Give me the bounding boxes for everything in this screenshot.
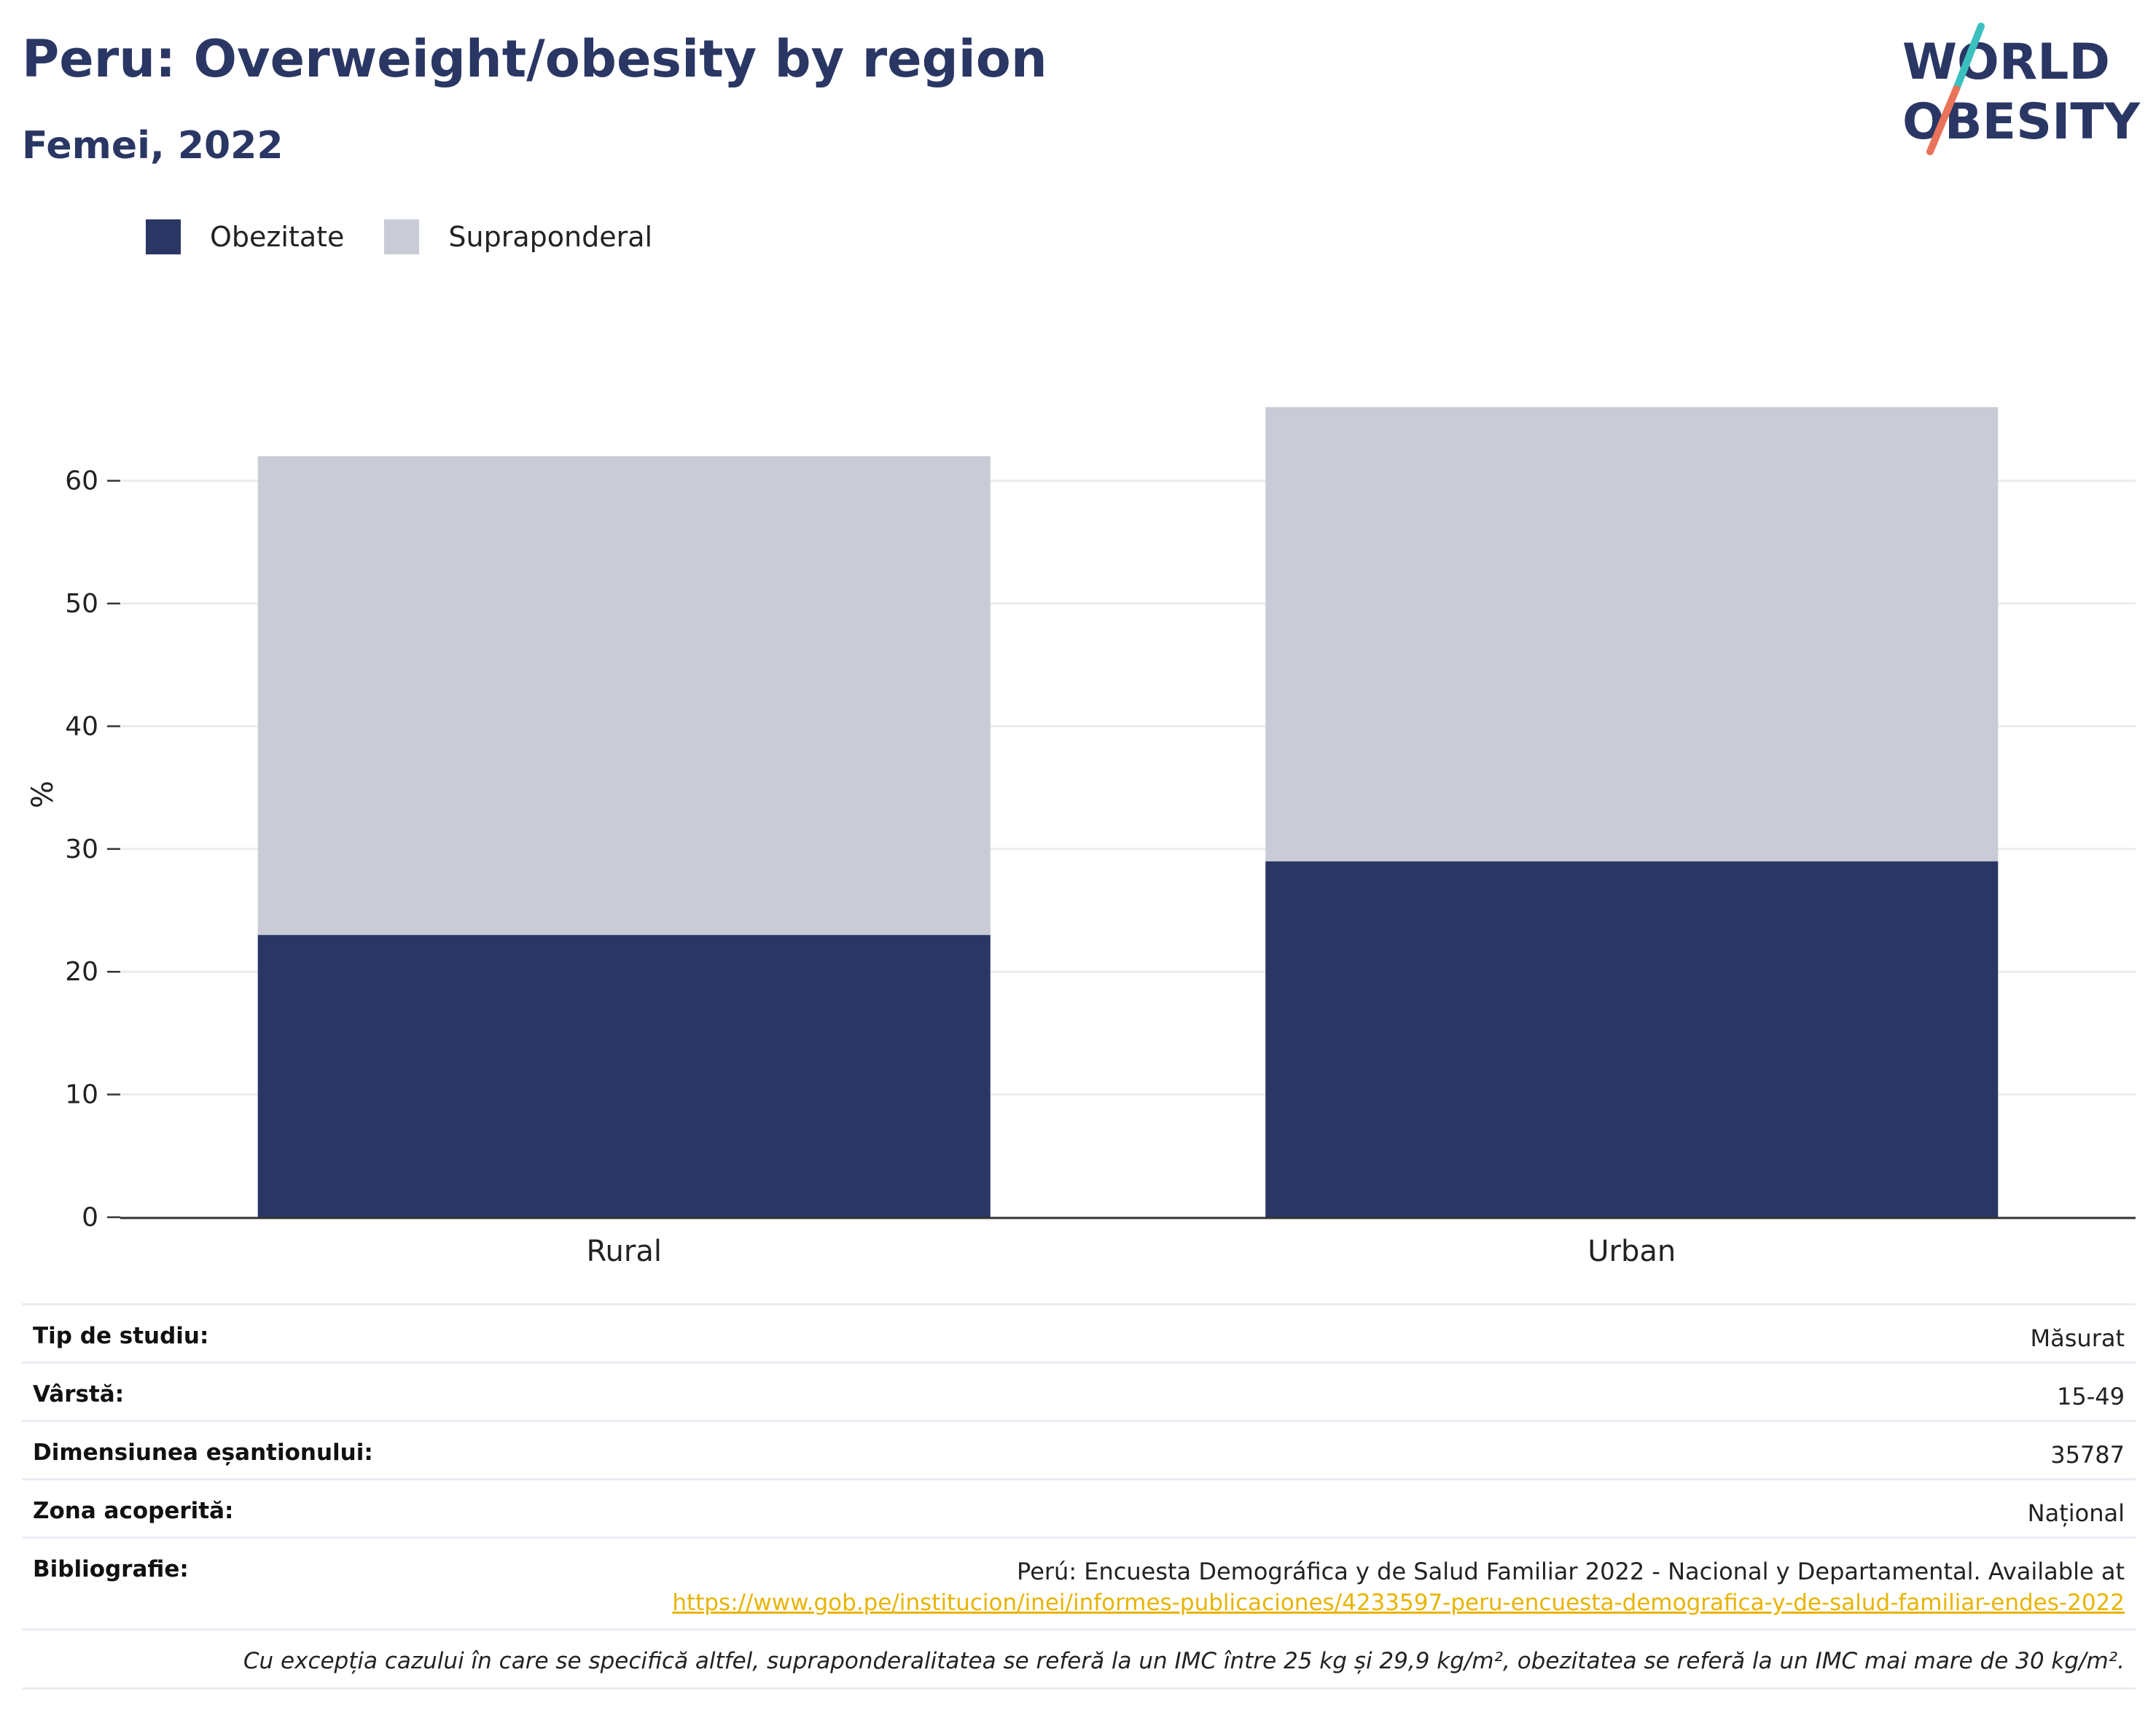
info-value-coverage: Național (2027, 1499, 2125, 1527)
legend: Obezitate Supraponderal (146, 215, 692, 259)
bibliography-link[interactable]: https://www.gob.pe/institucion/inei/info… (672, 1590, 2125, 1616)
info-value-sample-size: 35787 (2050, 1441, 2125, 1469)
legend-item-overweight[interactable]: Supraponderal (384, 219, 652, 254)
info-row-age: Vârstă: 15-49 (22, 1362, 2136, 1420)
legend-swatch-overweight (384, 219, 420, 254)
logo-text-line2: OBESITY (1902, 93, 2141, 151)
info-row-sample-size: Dimensiunea eșantionului: 35787 (22, 1420, 2136, 1478)
info-row-coverage: Zona acoperită: Național (22, 1478, 2136, 1536)
bars (257, 407, 1999, 1217)
y-tick-label-60: 60 (65, 466, 98, 496)
info-value-age: 15-49 (2057, 1383, 2125, 1410)
info-label-bibliography: Bibliografie: (33, 1556, 189, 1582)
chart-subtitle: Femei, 2022 (22, 124, 284, 168)
world-obesity-logo: WORLD OBESITY (1902, 23, 2141, 155)
bar-urban-obezitate[interactable] (1265, 861, 1999, 1217)
y-axis-ticks: 0 10 20 30 40 50 60 (65, 466, 120, 1233)
logo-slash-teal (1953, 23, 1985, 93)
definition-note: Cu excepția cazului în care se specifică… (22, 1628, 2136, 1690)
bar-urban-supraponderal[interactable] (1265, 407, 1999, 862)
info-value-study-type: Măsurat (2030, 1324, 2125, 1352)
y-axis-title: % (26, 781, 60, 808)
x-category-label-urban: Urban (1587, 1235, 1676, 1268)
info-row-bibliography: Bibliografie: Perú: Encuesta Demográfica… (22, 1536, 2136, 1628)
y-tick-label-30: 30 (65, 835, 98, 864)
info-value-bibliography: Perú: Encuesta Demográfica y de Salud Fa… (672, 1556, 2125, 1618)
y-tick-label-20: 20 (65, 957, 98, 987)
bibliography-text: Perú: Encuesta Demográfica y de Salud Fa… (1017, 1558, 2125, 1585)
study-info-table: Tip de studiu: Măsurat Vârstă: 15-49 Dim… (22, 1303, 2136, 1690)
bar-rural-supraponderal[interactable] (257, 456, 991, 935)
legend-item-obesity[interactable]: Obezitate (146, 219, 344, 254)
bar-chart: 0 10 20 30 40 50 60 Rural Urban % (26, 407, 2136, 1268)
logo-slash-coral (1926, 85, 1960, 155)
x-axis-categories: Rural Urban (120, 1216, 2136, 1268)
legend-label-obesity: Obezitate (210, 221, 345, 253)
legend-swatch-obesity (146, 219, 181, 254)
info-label-study-type: Tip de studiu: (33, 1323, 209, 1349)
y-tick-label-40: 40 (65, 711, 98, 741)
info-label-coverage: Zona acoperită: (33, 1498, 234, 1524)
y-tick-label-0: 0 (82, 1203, 98, 1233)
chart-title: Peru: Overweight/obesity by region (22, 29, 1047, 89)
x-category-label-rural: Rural (587, 1235, 662, 1268)
bar-rural-obezitate[interactable] (257, 934, 991, 1217)
info-label-age: Vârstă: (33, 1381, 125, 1407)
info-label-sample-size: Dimensiunea eșantionului: (33, 1440, 373, 1466)
y-tick-label-50: 50 (65, 589, 98, 619)
logo-text-line1: WORLD (1902, 34, 2110, 91)
info-row-study-type: Tip de studiu: Măsurat (22, 1303, 2136, 1362)
y-tick-label-10: 10 (65, 1080, 98, 1110)
legend-label-overweight: Supraponderal (448, 221, 653, 253)
